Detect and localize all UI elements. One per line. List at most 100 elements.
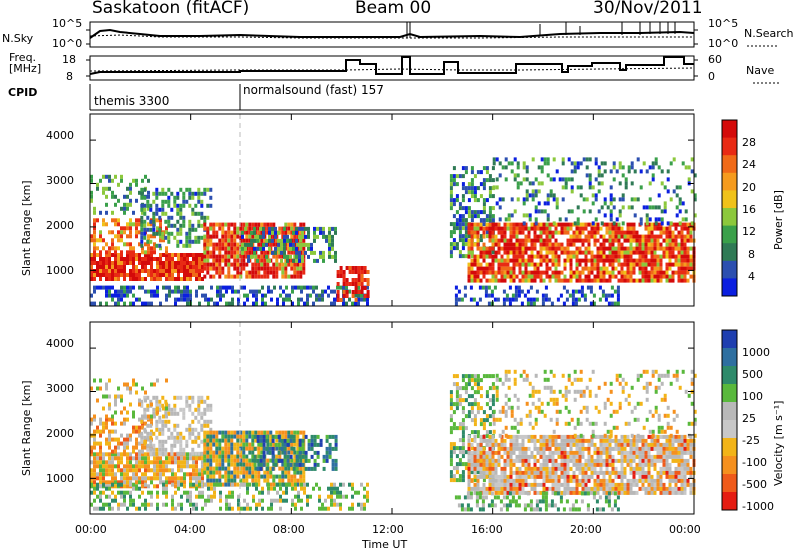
heatmap-cell xyxy=(177,476,180,481)
heatmap-cell xyxy=(248,474,252,479)
heatmap-cell xyxy=(620,246,624,251)
heatmap-cell xyxy=(132,261,135,265)
freq-tick-top: 18 xyxy=(62,53,76,66)
heatmap-cell xyxy=(494,238,498,243)
heatmap-cell xyxy=(105,285,108,290)
heatmap-cell xyxy=(638,242,642,247)
heatmap-cell xyxy=(162,253,165,257)
heatmap-cell xyxy=(632,250,636,255)
heatmap-cell xyxy=(138,257,141,261)
heatmap-cell xyxy=(182,451,186,456)
heatmap-cell xyxy=(492,161,496,166)
heatmap-cell xyxy=(203,399,207,404)
heatmap-cell xyxy=(285,482,288,487)
heatmap-cell xyxy=(626,238,630,243)
heatmap-cell xyxy=(250,230,253,235)
heatmap-cell xyxy=(316,442,320,447)
heatmap-cell xyxy=(165,484,168,489)
heatmap-cell xyxy=(260,262,264,267)
heatmap-cell xyxy=(515,238,519,243)
heatmap-cell xyxy=(251,234,255,239)
heatmap-cell xyxy=(301,226,304,231)
heatmap-cell xyxy=(177,480,180,485)
heatmap-cell xyxy=(292,242,295,247)
heatmap-cell xyxy=(241,250,244,255)
heatmap-cell xyxy=(123,301,126,306)
heatmap-cell xyxy=(354,282,358,286)
heatmap-cell xyxy=(534,205,538,210)
heatmap-cell xyxy=(467,238,471,243)
heatmap-cell xyxy=(297,498,300,503)
heatmap-cell xyxy=(656,246,660,251)
heatmap-cell xyxy=(665,266,669,271)
heatmap-cell xyxy=(179,451,183,456)
heatmap-cell xyxy=(626,226,630,231)
heatmap-cell xyxy=(464,230,468,235)
heatmap-cell xyxy=(212,442,216,447)
heatmap-cell xyxy=(485,434,489,439)
heatmap-cell xyxy=(159,238,162,243)
heatmap-cell xyxy=(126,261,129,265)
heatmap-cell xyxy=(543,201,547,206)
heatmap-cell xyxy=(218,270,222,275)
heatmap-cell xyxy=(99,498,102,503)
heatmap-cell xyxy=(272,254,276,259)
heatmap-cell xyxy=(224,230,228,235)
heatmap-cell xyxy=(194,407,198,412)
heatmap-cell xyxy=(482,470,486,475)
heatmap-cell xyxy=(506,446,510,451)
heatmap-cell xyxy=(114,472,117,477)
heatmap-cell xyxy=(467,262,471,267)
heatmap-cell xyxy=(348,282,352,286)
heatmap-cell xyxy=(473,430,477,435)
heatmap-cell xyxy=(162,261,165,265)
heatmap-cell xyxy=(141,476,144,481)
heatmap-cell xyxy=(173,395,177,400)
heatmap-cell xyxy=(123,261,126,265)
heatmap-cell xyxy=(228,285,231,290)
heatmap-cell xyxy=(177,285,180,290)
heatmap-cell xyxy=(141,452,144,457)
heatmap-cell xyxy=(114,452,117,457)
heatmap-cell xyxy=(140,227,144,232)
heatmap-cell xyxy=(339,494,342,499)
heatmap-cell xyxy=(461,418,465,423)
heatmap-cell xyxy=(681,161,685,166)
heatmap-cell xyxy=(563,226,567,231)
heatmap-cell xyxy=(506,262,510,267)
heatmap-cell xyxy=(266,230,270,235)
heatmap-cell xyxy=(277,242,280,247)
heatmap-cell xyxy=(512,234,516,239)
heatmap-cell xyxy=(510,161,514,166)
heatmap-cell xyxy=(530,438,534,443)
heatmap-cell xyxy=(548,230,552,235)
heatmap-cell xyxy=(657,165,661,170)
heatmap-cell xyxy=(264,301,267,306)
heatmap-cell xyxy=(96,246,99,251)
heatmap-cell xyxy=(542,278,546,283)
heatmap-cell xyxy=(227,250,231,255)
heatmap-cell xyxy=(189,269,192,273)
heatmap-cell xyxy=(686,234,690,239)
heatmap-cell xyxy=(269,222,273,227)
heatmap-cell xyxy=(509,462,513,467)
heatmap-cell xyxy=(203,234,207,239)
heatmap-cell xyxy=(482,186,486,191)
heatmap-cell xyxy=(209,430,213,435)
heatmap-cell xyxy=(111,464,114,469)
heatmap-cell xyxy=(188,407,192,412)
heatmap-cell xyxy=(357,274,361,278)
heatmap-cell xyxy=(159,480,162,485)
heatmap-cell xyxy=(105,289,108,294)
heatmap-cell xyxy=(530,242,534,247)
heatmap-cell xyxy=(461,374,465,379)
heatmap-cell xyxy=(253,458,257,463)
heatmap-cell xyxy=(470,270,474,275)
heatmap-cell xyxy=(463,293,467,298)
heatmap-cell xyxy=(248,470,252,475)
heatmap-cell xyxy=(521,278,525,283)
heatmap-cell xyxy=(555,201,559,206)
heatmap-cell xyxy=(342,297,345,302)
heatmap-cell xyxy=(484,289,488,294)
heatmap-cell xyxy=(554,250,558,255)
